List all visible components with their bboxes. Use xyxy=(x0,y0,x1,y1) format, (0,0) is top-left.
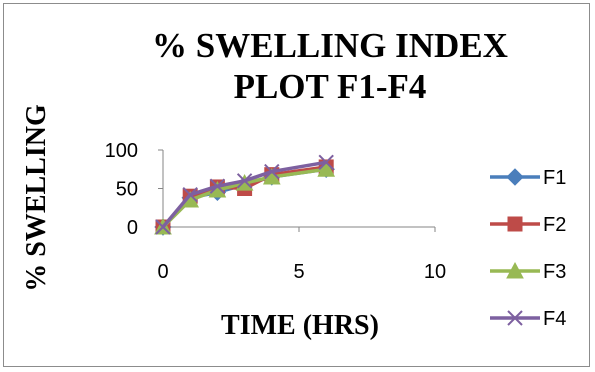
data-point-f4 xyxy=(236,173,253,189)
legend: F1 F2 F3 F4 xyxy=(490,167,566,330)
legend-item-f3: F3 xyxy=(490,261,566,283)
y-tick-label: 100 xyxy=(105,140,138,162)
x-tick-label: 0 xyxy=(157,261,168,283)
x-axis-title: TIME (HRS) xyxy=(221,310,379,341)
chart-title-line-2: PLOT F1-F4 xyxy=(234,67,427,106)
chart-title-line-1: % SWELLING INDEX xyxy=(152,26,508,65)
legend-label: F1 xyxy=(543,167,566,189)
data-point-f4 xyxy=(155,219,171,235)
legend-label: F4 xyxy=(543,308,566,330)
legend-item-f2: F2 xyxy=(490,214,566,236)
legend-marker xyxy=(507,216,523,232)
y-tick-label: 50 xyxy=(116,179,138,201)
data-point-f4 xyxy=(209,178,226,194)
legend-marker xyxy=(506,261,524,279)
data-point-f4 xyxy=(182,186,198,203)
x-tick-label: 5 xyxy=(293,261,304,283)
legend-label: F2 xyxy=(543,214,566,236)
x-tick-label: 10 xyxy=(424,261,446,283)
legend-marker xyxy=(507,310,523,326)
chart-frame xyxy=(3,3,590,367)
y-axis-title: % SWELLING xyxy=(21,104,52,292)
data-point-f4 xyxy=(318,154,334,171)
legend-label: F3 xyxy=(543,261,566,283)
data-point-f3 xyxy=(317,160,336,177)
y-tick-label: 0 xyxy=(127,217,138,239)
axes: 0 50 100 0 5 10 xyxy=(105,140,447,283)
legend-item-f4: F4 xyxy=(490,308,566,330)
legend-item-f1: F1 xyxy=(490,167,566,189)
plot-area xyxy=(154,154,336,236)
legend-marker xyxy=(506,168,524,186)
data-point-f4 xyxy=(264,163,280,180)
